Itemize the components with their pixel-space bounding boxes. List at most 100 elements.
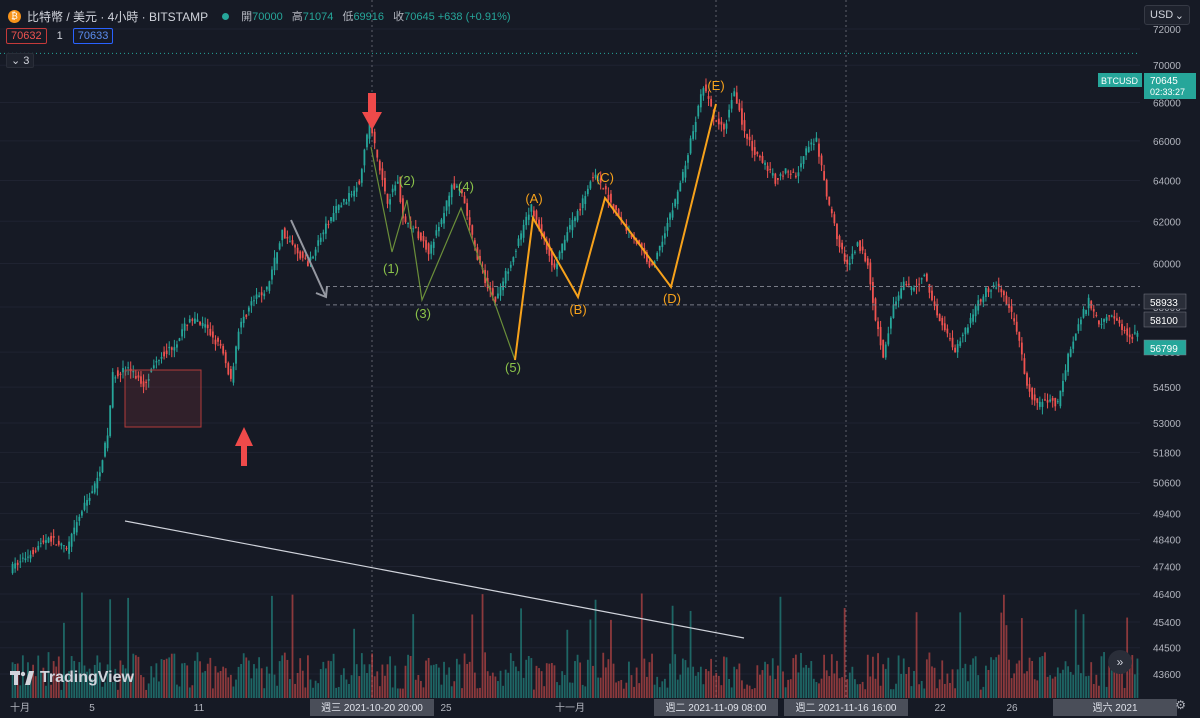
volume-bar [209,657,212,698]
price-tick: 49400 [1153,509,1181,520]
wave-label-green: (1) [383,261,399,276]
candle [165,350,168,355]
volume-bar [599,677,602,698]
symbol-header[interactable]: ₿ 比特幣 / 美元 · 4小時 · BITSTAMP 開70000 高7107… [8,6,517,26]
volume-bar [833,673,836,698]
candle [39,542,42,544]
volume-bar [196,652,199,698]
volume-bar [324,668,327,698]
volume-bar [473,672,476,698]
volume-bar [219,671,222,698]
candle [563,239,566,251]
candle [373,131,376,144]
volume-bar [1128,658,1131,698]
volume-bar [617,681,620,698]
candle [769,168,772,171]
candle [784,168,787,174]
candle [147,379,150,381]
volume-bar [964,663,967,698]
candle [222,346,225,354]
volume-bar [979,689,982,698]
volume-bar [779,596,782,698]
candle [152,365,155,369]
volume-bar [337,686,340,698]
volume-bar [319,669,322,698]
candle [658,245,661,251]
candle [949,338,951,340]
sell-button[interactable]: 70632 [6,28,47,44]
candle [517,238,520,246]
candle [884,344,887,358]
volume-bar [330,661,332,698]
volume-bar [689,610,692,698]
volume-bar [176,684,178,698]
tradingview-logo[interactable]: TradingView [10,669,134,687]
symbol-title[interactable]: 比特幣 / 美元 · 4小時 · BITSTAMP [27,9,209,24]
candle [1118,320,1121,324]
candle [445,200,448,211]
candle [1015,321,1018,332]
indicators-toggle[interactable]: ⌄ 3 [6,53,35,68]
wave-label-orange: (E) [707,78,724,93]
volume-bar [286,659,289,698]
candle [407,222,409,224]
candle [1008,303,1010,308]
candle [1087,297,1090,309]
candle [666,223,669,231]
price-axis[interactable]: 7200070000680006600064000620006000058000… [1098,0,1200,700]
volume-bar [512,660,515,698]
volume-bar [68,671,70,698]
currency-select[interactable]: USD ⌄ [1144,5,1190,25]
volume-bar [353,628,356,698]
candle [864,252,867,262]
volume-bar [812,678,815,698]
candle [538,219,540,229]
volume-bar [859,684,861,698]
volume-bar [1067,666,1069,698]
candle [812,143,815,145]
candle [499,286,502,296]
volume-bar [376,671,379,698]
candle [211,331,214,338]
volume-bar [250,678,253,698]
candle [214,339,217,345]
volume-bar [933,667,936,698]
volume-bar [692,666,695,698]
volume-bar [794,654,797,698]
time-axis[interactable]: 十月 5 11 週三 2021-10-20 20:00 25 十一月 週二 2021-11-… [0,698,1200,718]
volume-bar [869,676,872,698]
candle [73,527,76,535]
candle [253,300,255,302]
settings-icon[interactable]: ⚙ [1175,698,1186,712]
scroll-to-realtime-button[interactable]: » [1108,650,1132,674]
candle [823,171,826,181]
volume-bar [463,653,466,698]
candle [794,175,797,178]
volume-bar [913,670,915,698]
candle [471,225,474,235]
candle [931,290,933,301]
volume-bar [1108,665,1111,698]
candle [1041,402,1044,407]
candle [702,88,705,96]
volume-bar [576,654,579,698]
volume-bar [155,663,158,698]
candle [507,271,510,274]
candle [32,549,35,555]
volume-bar [47,652,50,698]
volume-bar [1033,679,1036,698]
last-price-tag [1144,73,1196,99]
candle [173,347,176,351]
candle [805,148,808,156]
volume-bar [735,669,738,698]
candle [250,301,253,306]
volume-bar [363,664,366,698]
volume-bar [278,661,281,698]
candle [789,173,792,175]
buy-button[interactable]: 70633 [72,28,114,44]
candle [687,155,689,163]
volume-bar [178,686,181,698]
volume-bar [291,594,294,698]
candle [671,210,674,218]
